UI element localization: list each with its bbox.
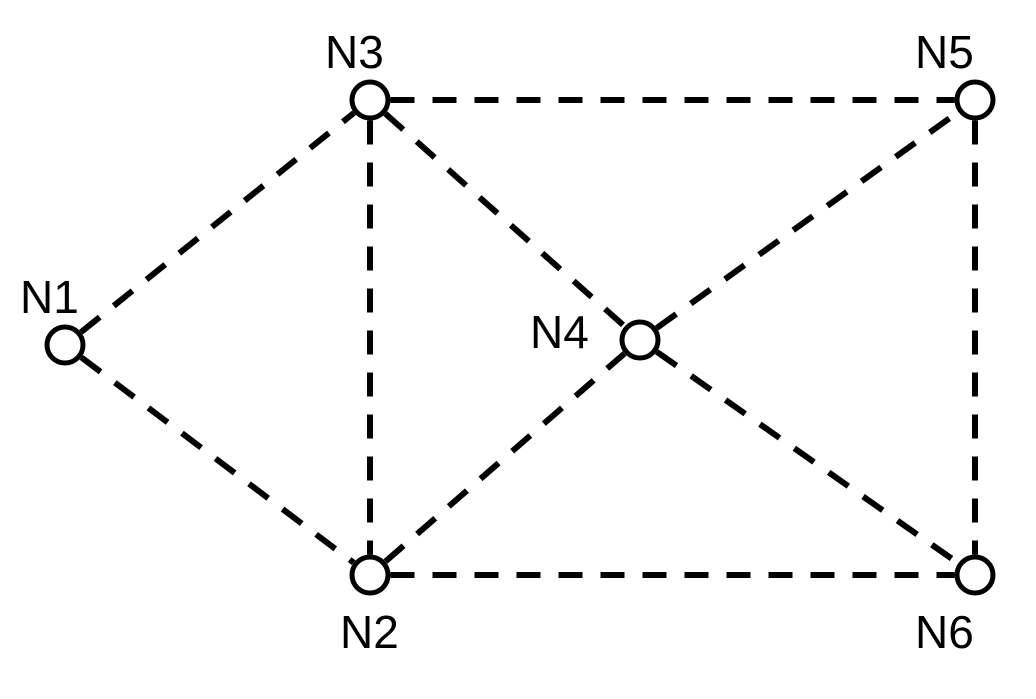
node-N4 — [622, 322, 658, 358]
label-N1: N1 — [20, 270, 79, 324]
edge-N4-N6 — [657, 352, 958, 563]
label-N6: N6 — [915, 605, 974, 659]
edge-N4-N5 — [657, 112, 959, 328]
node-N6 — [957, 557, 993, 593]
network-diagram: N1 N2 N3 N4 N5 N6 — [0, 0, 1036, 699]
edge-N2-N4 — [385, 353, 624, 561]
edge-N1-N3 — [81, 113, 354, 332]
label-N4: N4 — [530, 305, 589, 359]
node-N2 — [352, 557, 388, 593]
label-N2: N2 — [340, 605, 399, 659]
edge-N3-N4 — [385, 114, 624, 327]
node-N1 — [47, 327, 83, 363]
edge-N1-N2 — [81, 357, 353, 562]
node-N3 — [352, 82, 388, 118]
label-N5: N5 — [915, 25, 974, 79]
diagram-svg — [0, 0, 1036, 699]
node-N5 — [957, 82, 993, 118]
label-N3: N3 — [325, 25, 384, 79]
